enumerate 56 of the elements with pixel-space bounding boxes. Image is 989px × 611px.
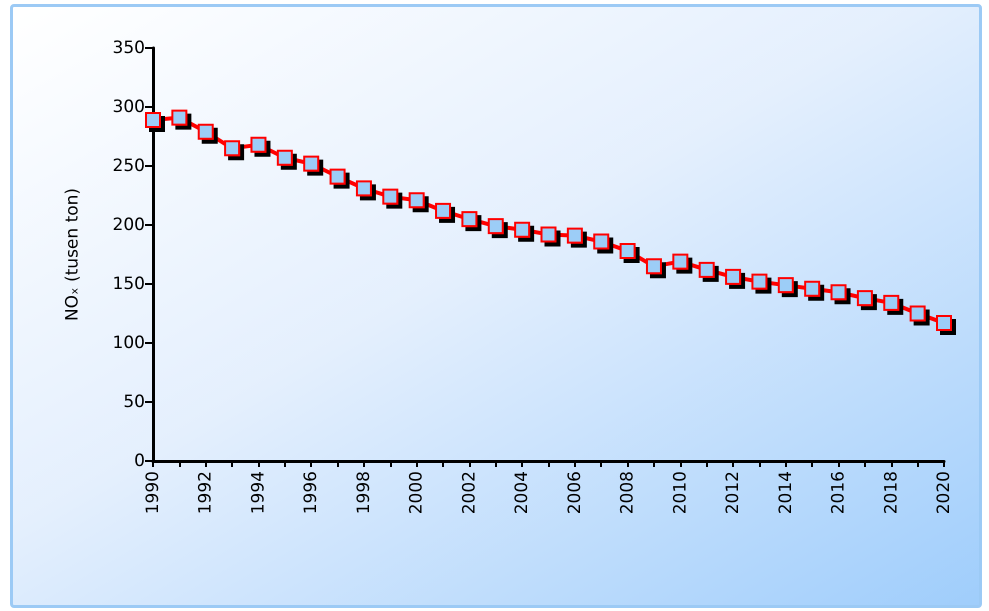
point (250, 136, 266, 153)
x-tick-label: 2014 (776, 471, 796, 514)
y-tick-label: 150 (112, 274, 145, 294)
x-tick-label: 2020 (934, 471, 954, 514)
x-tick-label: 1992 (196, 471, 216, 514)
x-tick-label: 2008 (618, 471, 638, 514)
x-tick-label: 2018 (881, 471, 902, 514)
x-tick-label: 2010 (670, 471, 690, 514)
x-tick-label: 2016 (828, 471, 849, 514)
point (303, 156, 320, 172)
x-tick-label: 1994 (248, 471, 268, 514)
point (593, 234, 610, 250)
y-tick-label: 350 (112, 38, 145, 58)
point (514, 222, 530, 238)
point (408, 192, 425, 208)
x-tick-label: 1990 (143, 471, 163, 514)
point (145, 112, 161, 128)
point (830, 284, 847, 300)
point (856, 290, 873, 306)
point (672, 254, 688, 270)
y-tick-label: 50 (123, 392, 145, 412)
x-tick-label: 1996 (301, 471, 322, 514)
point (198, 124, 214, 140)
point (382, 188, 398, 205)
point (276, 150, 293, 166)
point (751, 274, 768, 290)
y-tick-label: 250 (112, 156, 145, 176)
point (804, 280, 820, 297)
x-tick-label: 2002 (459, 471, 480, 514)
point (540, 226, 556, 242)
y-tick-label: 300 (112, 97, 145, 117)
x-tick-label: 2000 (406, 471, 427, 514)
x-tick-label: 2006 (564, 471, 585, 514)
point (725, 268, 742, 285)
y-tick-label: 200 (112, 215, 145, 235)
point (778, 277, 794, 294)
point (910, 306, 926, 322)
point (936, 314, 952, 331)
point (883, 294, 900, 311)
point (224, 140, 240, 156)
x-tick-label: 2012 (723, 471, 744, 514)
y-tick-label: 100 (112, 333, 145, 353)
point (356, 180, 372, 196)
x-tick-label: 2004 (512, 471, 532, 514)
y-axis-title: NOₓ (tusen ton) (62, 188, 82, 322)
point (330, 168, 346, 185)
point (488, 218, 504, 234)
y-tick-label: 0 (134, 451, 145, 471)
point (698, 262, 715, 278)
point (461, 211, 478, 228)
point (646, 258, 662, 274)
point (620, 242, 636, 259)
x-tick-label: 1998 (354, 471, 374, 514)
point (171, 110, 188, 126)
point (566, 228, 583, 244)
point (435, 202, 452, 219)
